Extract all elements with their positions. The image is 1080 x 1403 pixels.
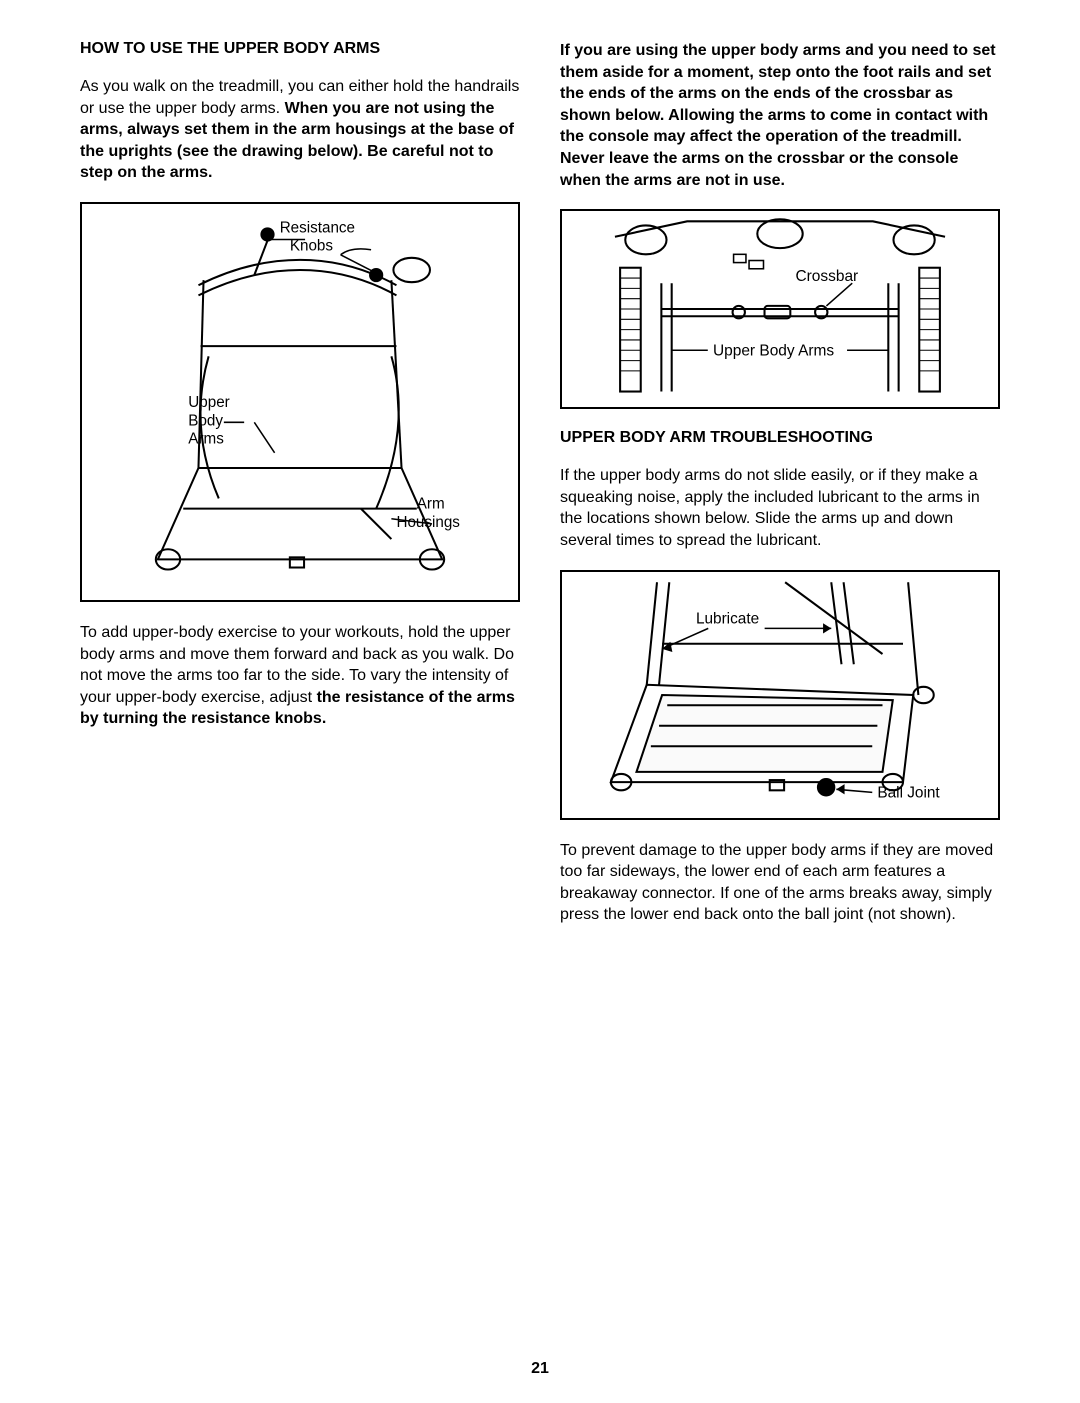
right-column: If you are using the upper body arms and… (560, 40, 1000, 944)
label-lubricate: Lubricate (696, 610, 759, 627)
left-paragraph-1: As you walk on the treadmill, you can ei… (80, 76, 520, 184)
page-number: 21 (0, 1360, 1080, 1378)
label-crossbar: Crossbar (795, 268, 858, 285)
left-paragraph-2: To add upper-body exercise to your worko… (80, 622, 520, 730)
right-paragraph-3: To prevent damage to the upper body arms… (560, 840, 1000, 926)
label-knobs: Knobs (290, 238, 334, 255)
heading-how-to-use: HOW TO USE THE UPPER BODY ARMS (80, 40, 520, 58)
label-ball-joint: Ball Joint (877, 784, 940, 801)
label-housings: Housings (396, 514, 460, 531)
left-column: HOW TO USE THE UPPER BODY ARMS As you wa… (80, 40, 520, 944)
label-arms: Arms (188, 431, 224, 448)
label-upper: Upper (188, 394, 229, 411)
right-paragraph-1: If you are using the upper body arms and… (560, 40, 1000, 191)
figure-lubricate: Lubricate Ball Joint (560, 570, 1000, 820)
label-resistance: Resistance (280, 219, 355, 236)
figure-treadmill-arms: Resistance Knobs Upper Body Arms Arm Hou… (80, 202, 520, 602)
heading-troubleshooting: UPPER BODY ARM TROUBLESHOOTING (560, 429, 1000, 447)
label-body: Body (188, 412, 223, 429)
label-upper-body-arms: Upper Body Arms (713, 343, 834, 360)
right-paragraph-2: If the upper body arms do not slide easi… (560, 465, 1000, 551)
figure-crossbar: Crossbar Upper Body Arms (560, 209, 1000, 409)
label-arm: Arm (417, 496, 445, 513)
